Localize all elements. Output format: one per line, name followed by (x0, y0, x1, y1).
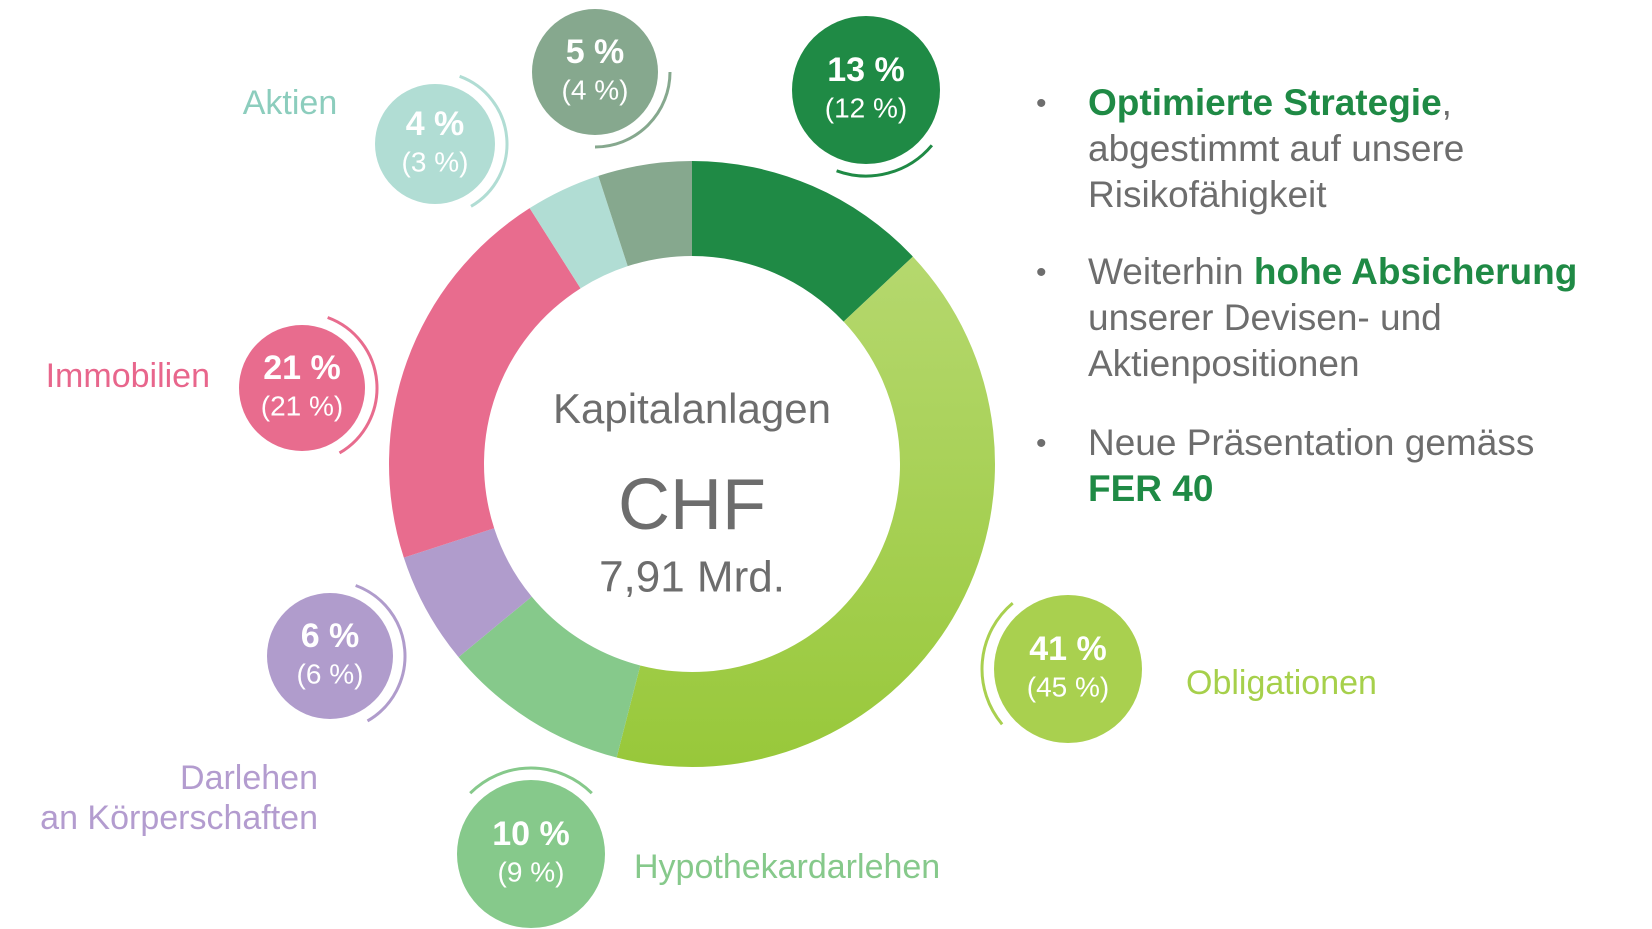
bubble (239, 325, 365, 451)
previous-label: (45 %) (1027, 671, 1109, 702)
bubble (267, 593, 393, 719)
bullet-text: unserer Devisen- und (1088, 297, 1442, 338)
category-label: Darlehen (180, 759, 318, 797)
bubble-arc (980, 601, 1014, 726)
center-title: Kapitalanlagen (553, 385, 831, 432)
bullet-text: Optimierte Strategie, (1088, 82, 1452, 123)
donut-segment (458, 596, 641, 758)
bubble-arc (594, 71, 672, 149)
previous-label: (3 %) (402, 146, 469, 177)
previous-label: (12 %) (825, 92, 907, 123)
category-label: Hypothekardarlehen (634, 848, 940, 886)
bullet-run: Risikofähigkeit (1088, 174, 1327, 215)
bullet-run: Aktienpositionen (1088, 343, 1360, 384)
bubble (792, 16, 940, 164)
value-label: 41 % (1029, 630, 1107, 668)
previous-label: (21 %) (261, 390, 343, 421)
bullet-text: abgestimmt auf unsere (1088, 128, 1464, 169)
bullet-text: Weiterhin hohe Absicherung (1088, 251, 1577, 292)
bullet-run: unserer Devisen- und (1088, 297, 1442, 338)
bullet-run: Neue Präsentation gemäss (1088, 422, 1534, 463)
value-label: 5 % (566, 33, 625, 71)
center-amount: 7,91 Mrd. (599, 553, 785, 602)
bullet-run: , (1442, 82, 1452, 123)
bubble (457, 780, 605, 928)
bullet-symbol: • (1036, 87, 1047, 120)
bullet-symbol: • (1036, 256, 1047, 289)
bullet-run: abgestimmt auf unsere (1088, 128, 1464, 169)
value-label: 4 % (406, 105, 465, 143)
value-label: 10 % (492, 815, 570, 853)
value-label: 13 % (827, 51, 905, 89)
category-label: Aktien (243, 84, 338, 122)
bubble-arc (459, 74, 509, 208)
category-label: an Körperschaften (40, 799, 318, 837)
donut-segment (388, 208, 581, 558)
previous-label: (9 %) (498, 856, 565, 887)
bullet-text: Risikofähigkeit (1088, 174, 1327, 215)
category-label: Obligationen (1186, 664, 1377, 702)
donut-segment (692, 161, 913, 322)
bullet-text: Aktienpositionen (1088, 343, 1360, 384)
bullet-text: FER 40 (1088, 468, 1213, 509)
bullet-run: Optimierte Strategie (1088, 82, 1442, 123)
donut-segment (403, 528, 532, 658)
value-label: 21 % (263, 349, 341, 387)
donut-segment (529, 175, 628, 289)
previous-label: (4 %) (562, 74, 629, 105)
bullet-symbol: • (1036, 427, 1047, 460)
center-currency: CHF (618, 465, 766, 545)
bubble-arc (327, 316, 379, 455)
category-label: Immobilien (46, 357, 210, 395)
bubble-arc (469, 766, 593, 795)
bullet-run: Weiterhin (1088, 251, 1254, 292)
bullet-text: Neue Präsentation gemäss (1088, 422, 1534, 463)
bubble-arc (836, 144, 934, 178)
previous-label: (6 %) (297, 658, 364, 689)
donut-segment (598, 161, 692, 267)
donut-segment (616, 256, 995, 768)
bullet-run: FER 40 (1088, 468, 1213, 509)
bullet-run: hohe Absicherung (1254, 251, 1577, 292)
bubble-arc (355, 584, 407, 723)
value-label: 6 % (301, 617, 360, 655)
bubble (994, 595, 1142, 743)
bubble (375, 84, 495, 204)
bubble (532, 9, 658, 135)
